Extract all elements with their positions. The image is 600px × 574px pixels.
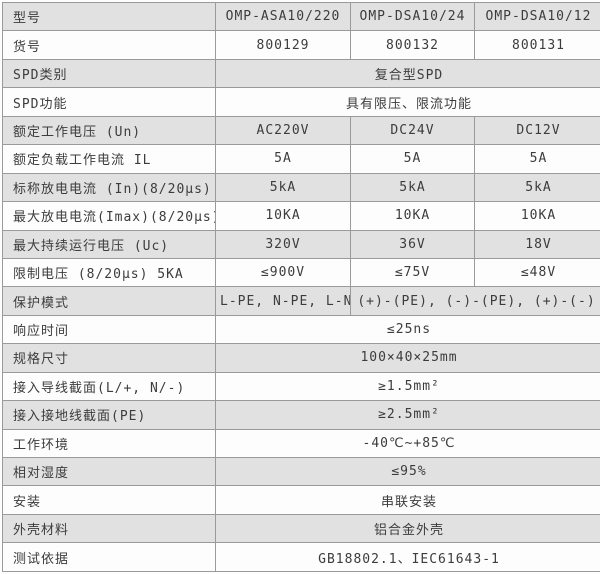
spec-label: SPD功能 — [2, 87, 216, 117]
spec-value: 具有限压、限流功能 — [215, 87, 600, 117]
spec-value: OMP-ASA10/220 — [215, 1, 351, 32]
table-row-limiting-voltage: 限制电压 (8/20μs) 5KA ≤900V ≤75V ≤48V — [2, 257, 600, 288]
spec-label: 外壳材料 — [2, 513, 216, 544]
table-row-max-discharge: 最大放电电流(Imax)(8/20μs) 10KA 10KA 10KA — [2, 201, 600, 231]
spec-label: 测试依据 — [2, 542, 216, 572]
spec-value: 10KA — [474, 201, 600, 231]
spec-value: 5kA — [215, 172, 351, 203]
spec-value: 5kA — [350, 172, 475, 203]
table-row-model: 型号 OMP-ASA10/220 OMP-DSA10/24 OMP-DSA10/… — [2, 1, 600, 32]
table-row-rated-voltage: 额定工作电压 (Un) AC220V DC24V DC12V — [2, 115, 600, 146]
table-row-operating-environment: 工作环境 -40℃~+85℃ — [2, 428, 600, 459]
spec-value: 800131 — [474, 30, 600, 60]
spec-label: 标称放电电流 (In)(8/20μs) — [2, 172, 216, 203]
table-row-nominal-discharge: 标称放电电流 (In)(8/20μs) 5kA 5kA 5kA — [2, 172, 600, 203]
spec-label: 最大放电电流(Imax)(8/20μs) — [2, 201, 216, 231]
spec-value: 800129 — [215, 30, 351, 60]
spec-label: 接入接地线截面(PE) — [2, 400, 216, 430]
table-row-protection-mode: 保护模式 L-PE, N-PE, L-N (+)-(PE), (-)-(PE),… — [2, 286, 600, 316]
table-row-dimensions: 规格尺寸 100×40×25mm — [2, 343, 600, 373]
table-row-relative-humidity: 相对湿度 ≤95% — [2, 456, 600, 487]
spec-value: (+)-(PE), (-)-(PE), (+)-(-) — [350, 286, 600, 316]
spec-label: 额定负载工作电流 IL — [2, 144, 216, 174]
spec-value: 复合型SPD — [215, 58, 600, 89]
spec-value: ≤25ns — [215, 314, 600, 345]
spec-value: ≤95% — [215, 456, 600, 487]
spec-value: DC24V — [350, 115, 475, 146]
spec-value: 5A — [350, 144, 475, 174]
spec-value: 10KA — [215, 201, 351, 231]
table-row-spd-type: SPD类别 复合型SPD — [2, 58, 600, 89]
spec-value: ≤900V — [215, 257, 351, 288]
spec-label: 规格尺寸 — [2, 343, 216, 373]
spec-value: 铝合金外壳 — [215, 513, 600, 544]
spec-value: -40℃~+85℃ — [215, 428, 600, 459]
spec-value: 串联安装 — [215, 485, 600, 515]
spec-value: GB18802.1、IEC61643-1 — [215, 542, 600, 572]
spec-label: 相对湿度 — [2, 456, 216, 487]
spec-value: OMP-DSA10/24 — [350, 1, 475, 32]
spec-label: 额定工作电压 (Un) — [2, 115, 216, 146]
table-row-ground-wire-section: 接入接地线截面(PE) ≥2.5mm² — [2, 400, 600, 430]
table-row-test-standard: 测试依据 GB18802.1、IEC61643-1 — [2, 542, 600, 572]
spec-value: ≤75V — [350, 257, 475, 288]
spec-label: 接入导线截面(L/+, N/-) — [2, 371, 216, 402]
table-row-load-current: 额定负载工作电流 IL 5A 5A 5A — [2, 144, 600, 174]
spec-value: 5A — [474, 144, 600, 174]
spec-value: 5kA — [474, 172, 600, 203]
table-row-wire-section: 接入导线截面(L/+, N/-) ≥1.5mm² — [2, 371, 600, 402]
spec-value: ≥2.5mm² — [215, 400, 600, 430]
table-row-response-time: 响应时间 ≤25ns — [2, 314, 600, 345]
spec-value: 10KA — [350, 201, 475, 231]
spec-label: 货号 — [2, 30, 216, 60]
spec-value: 18V — [474, 229, 600, 259]
spec-label: 限制电压 (8/20μs) 5KA — [2, 257, 216, 288]
spec-label: 安装 — [2, 485, 216, 515]
spec-value: 800132 — [350, 30, 475, 60]
table-row-installation: 安装 串联安装 — [2, 485, 600, 515]
spec-label: 最大持续运行电压 (Uc) — [2, 229, 216, 259]
spec-value: DC12V — [474, 115, 600, 146]
spec-value: ≤48V — [474, 257, 600, 288]
spec-value: OMP-DSA10/12 — [474, 1, 600, 32]
spec-value: AC220V — [215, 115, 351, 146]
table-row-item-no: 货号 800129 800132 800131 — [2, 30, 600, 60]
spec-value: ≥1.5mm² — [215, 371, 600, 402]
spec-value: 36V — [350, 229, 475, 259]
table-row-spd-function: SPD功能 具有限压、限流功能 — [2, 87, 600, 117]
spec-label: 保护模式 — [2, 286, 216, 316]
spec-value: 5A — [215, 144, 351, 174]
table-row-housing-material: 外壳材料 铝合金外壳 — [2, 513, 600, 544]
spec-label: 型号 — [2, 1, 216, 32]
spec-label: 工作环境 — [2, 428, 216, 459]
spec-label: SPD类别 — [2, 58, 216, 89]
spec-label: 响应时间 — [2, 314, 216, 345]
table-row-max-continuous-voltage: 最大持续运行电压 (Uc) 320V 36V 18V — [2, 229, 600, 259]
spec-value: 320V — [215, 229, 351, 259]
spec-value: 100×40×25mm — [215, 343, 600, 373]
spec-value: L-PE, N-PE, L-N — [215, 286, 351, 316]
